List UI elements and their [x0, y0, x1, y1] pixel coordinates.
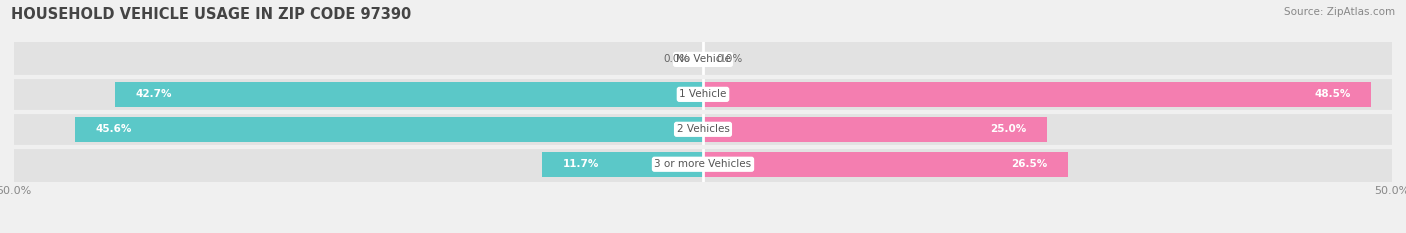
Bar	[703, 82, 1371, 107]
Bar	[703, 152, 1069, 177]
Bar	[541, 152, 703, 177]
Text: No Vehicle: No Vehicle	[675, 55, 731, 64]
Bar	[703, 117, 1047, 142]
Bar	[115, 82, 703, 107]
Text: 11.7%: 11.7%	[562, 159, 599, 169]
Text: 25.0%: 25.0%	[991, 124, 1026, 134]
Bar	[14, 77, 1392, 112]
Bar	[14, 112, 1392, 147]
Text: 3 or more Vehicles: 3 or more Vehicles	[654, 159, 752, 169]
Bar	[14, 147, 1392, 182]
Text: 26.5%: 26.5%	[1011, 159, 1047, 169]
Text: 0.0%: 0.0%	[664, 55, 689, 64]
Bar	[14, 42, 1392, 77]
Text: HOUSEHOLD VEHICLE USAGE IN ZIP CODE 97390: HOUSEHOLD VEHICLE USAGE IN ZIP CODE 9739…	[11, 7, 412, 22]
Text: 0.0%: 0.0%	[717, 55, 742, 64]
Text: 1 Vehicle: 1 Vehicle	[679, 89, 727, 99]
Text: 48.5%: 48.5%	[1315, 89, 1351, 99]
Text: 2 Vehicles: 2 Vehicles	[676, 124, 730, 134]
Text: 42.7%: 42.7%	[135, 89, 172, 99]
Legend: Owner-occupied, Renter-occupied: Owner-occupied, Renter-occupied	[586, 230, 820, 233]
Text: Source: ZipAtlas.com: Source: ZipAtlas.com	[1284, 7, 1395, 17]
Text: 45.6%: 45.6%	[96, 124, 132, 134]
Bar	[75, 117, 703, 142]
